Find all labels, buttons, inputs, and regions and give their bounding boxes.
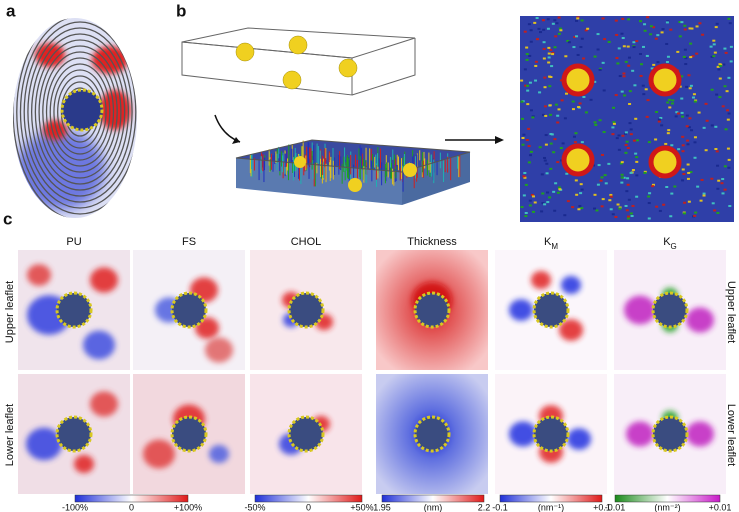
heatmap-cell: [250, 250, 362, 370]
heatmap-cell: [376, 374, 488, 494]
protein: [413, 291, 451, 329]
colorbar-label: -0.1: [492, 502, 508, 512]
heatmap-blob: [686, 307, 714, 333]
protein: [170, 291, 208, 329]
protein: [170, 415, 208, 453]
heatmap-blob: [205, 337, 233, 363]
column-header: KG: [663, 236, 677, 251]
panel-label: a: [6, 1, 16, 20]
colorbar-label: +50%: [350, 502, 373, 512]
colorbar: [499, 494, 603, 503]
subscript: M: [551, 242, 558, 251]
fingerprint-image: [13, 18, 137, 218]
protein: [532, 415, 570, 453]
protein: [55, 291, 93, 329]
heatmap-blob: [626, 421, 654, 447]
colorbar-label: 2.2: [478, 502, 491, 512]
panel-label: c: [3, 209, 12, 228]
heatmap-cell: [614, 374, 726, 494]
column-header: CHOL: [291, 236, 322, 248]
heatmap-blob: [567, 428, 591, 450]
heatmap-cell: [18, 250, 130, 370]
colorbar-label: (nm⁻¹): [538, 502, 564, 512]
heatmap-blob: [74, 455, 94, 473]
heatmap-blob: [561, 276, 581, 294]
heatmap-cell: [495, 250, 607, 370]
protein: [287, 291, 325, 329]
heatmap-blob: [90, 267, 118, 293]
subscript: G: [671, 242, 677, 251]
heatmap-blob: [209, 445, 229, 463]
heatmap-blob: [559, 319, 583, 341]
heatmap-cell: [250, 374, 362, 494]
protein: [532, 291, 570, 329]
symbol: K: [544, 236, 552, 248]
colorbar-label: (nm): [424, 502, 443, 512]
heatmap-cell: [18, 374, 130, 494]
row-label: Upper leaflet: [4, 281, 16, 343]
heatmap-cell: [133, 250, 245, 370]
colorbar-label: 1.95: [373, 502, 391, 512]
heatmap-blob: [195, 317, 219, 339]
column-header: Thickness: [407, 236, 457, 248]
colorbar-label: -100%: [62, 502, 88, 512]
colorbar-label: +0.01: [709, 502, 732, 512]
heatmap-blob: [509, 299, 533, 321]
membrane-top-view: [520, 16, 734, 222]
row-label: Lower leaflet: [4, 404, 16, 466]
heatmap-blob: [27, 264, 51, 286]
arrow-head: [232, 137, 240, 144]
column-header: FS: [182, 236, 196, 248]
membrane-box: [235, 139, 471, 205]
colorbar-label: (nm⁻²): [654, 502, 680, 512]
row-label: Lower leaflet: [725, 404, 737, 466]
heatmap-blob: [624, 295, 656, 325]
protein: [413, 415, 451, 453]
heatmap-blob: [509, 421, 537, 447]
colorbar-label: -50%: [244, 502, 265, 512]
heatmap-blob: [531, 271, 551, 289]
protein: [287, 415, 325, 453]
heatmap-blob: [26, 427, 62, 461]
column-header: KM: [544, 236, 558, 251]
heatmap-cell: [495, 374, 607, 494]
heatmap-cell: [133, 374, 245, 494]
colorbar: [254, 494, 363, 503]
heatmap-blob: [686, 421, 714, 447]
heatmap-cell: [614, 250, 726, 370]
panel-label: b: [176, 1, 186, 20]
colorbar-label: -0.01: [605, 502, 626, 512]
colorbar: [614, 494, 721, 503]
colorbar-label: 0: [306, 502, 311, 512]
proteins: [235, 35, 358, 90]
protein: [651, 415, 689, 453]
protein: [55, 415, 93, 453]
heatmap-blob: [90, 391, 118, 417]
heatmap-blob: [143, 439, 175, 469]
colorbar: [74, 494, 189, 503]
colorbar-label: +100%: [174, 502, 202, 512]
protein: [651, 291, 689, 329]
row-label: Upper leaflet: [725, 281, 737, 343]
symbol: K: [663, 236, 671, 248]
arrow-head: [495, 136, 504, 144]
heatmap-blob: [83, 330, 115, 360]
colorbar-label: +0.1: [593, 502, 611, 512]
colorbar: [381, 494, 485, 503]
column-header: PU: [66, 236, 81, 248]
heatmap-cell: [376, 250, 488, 370]
colorbar-label: 0: [129, 502, 134, 512]
